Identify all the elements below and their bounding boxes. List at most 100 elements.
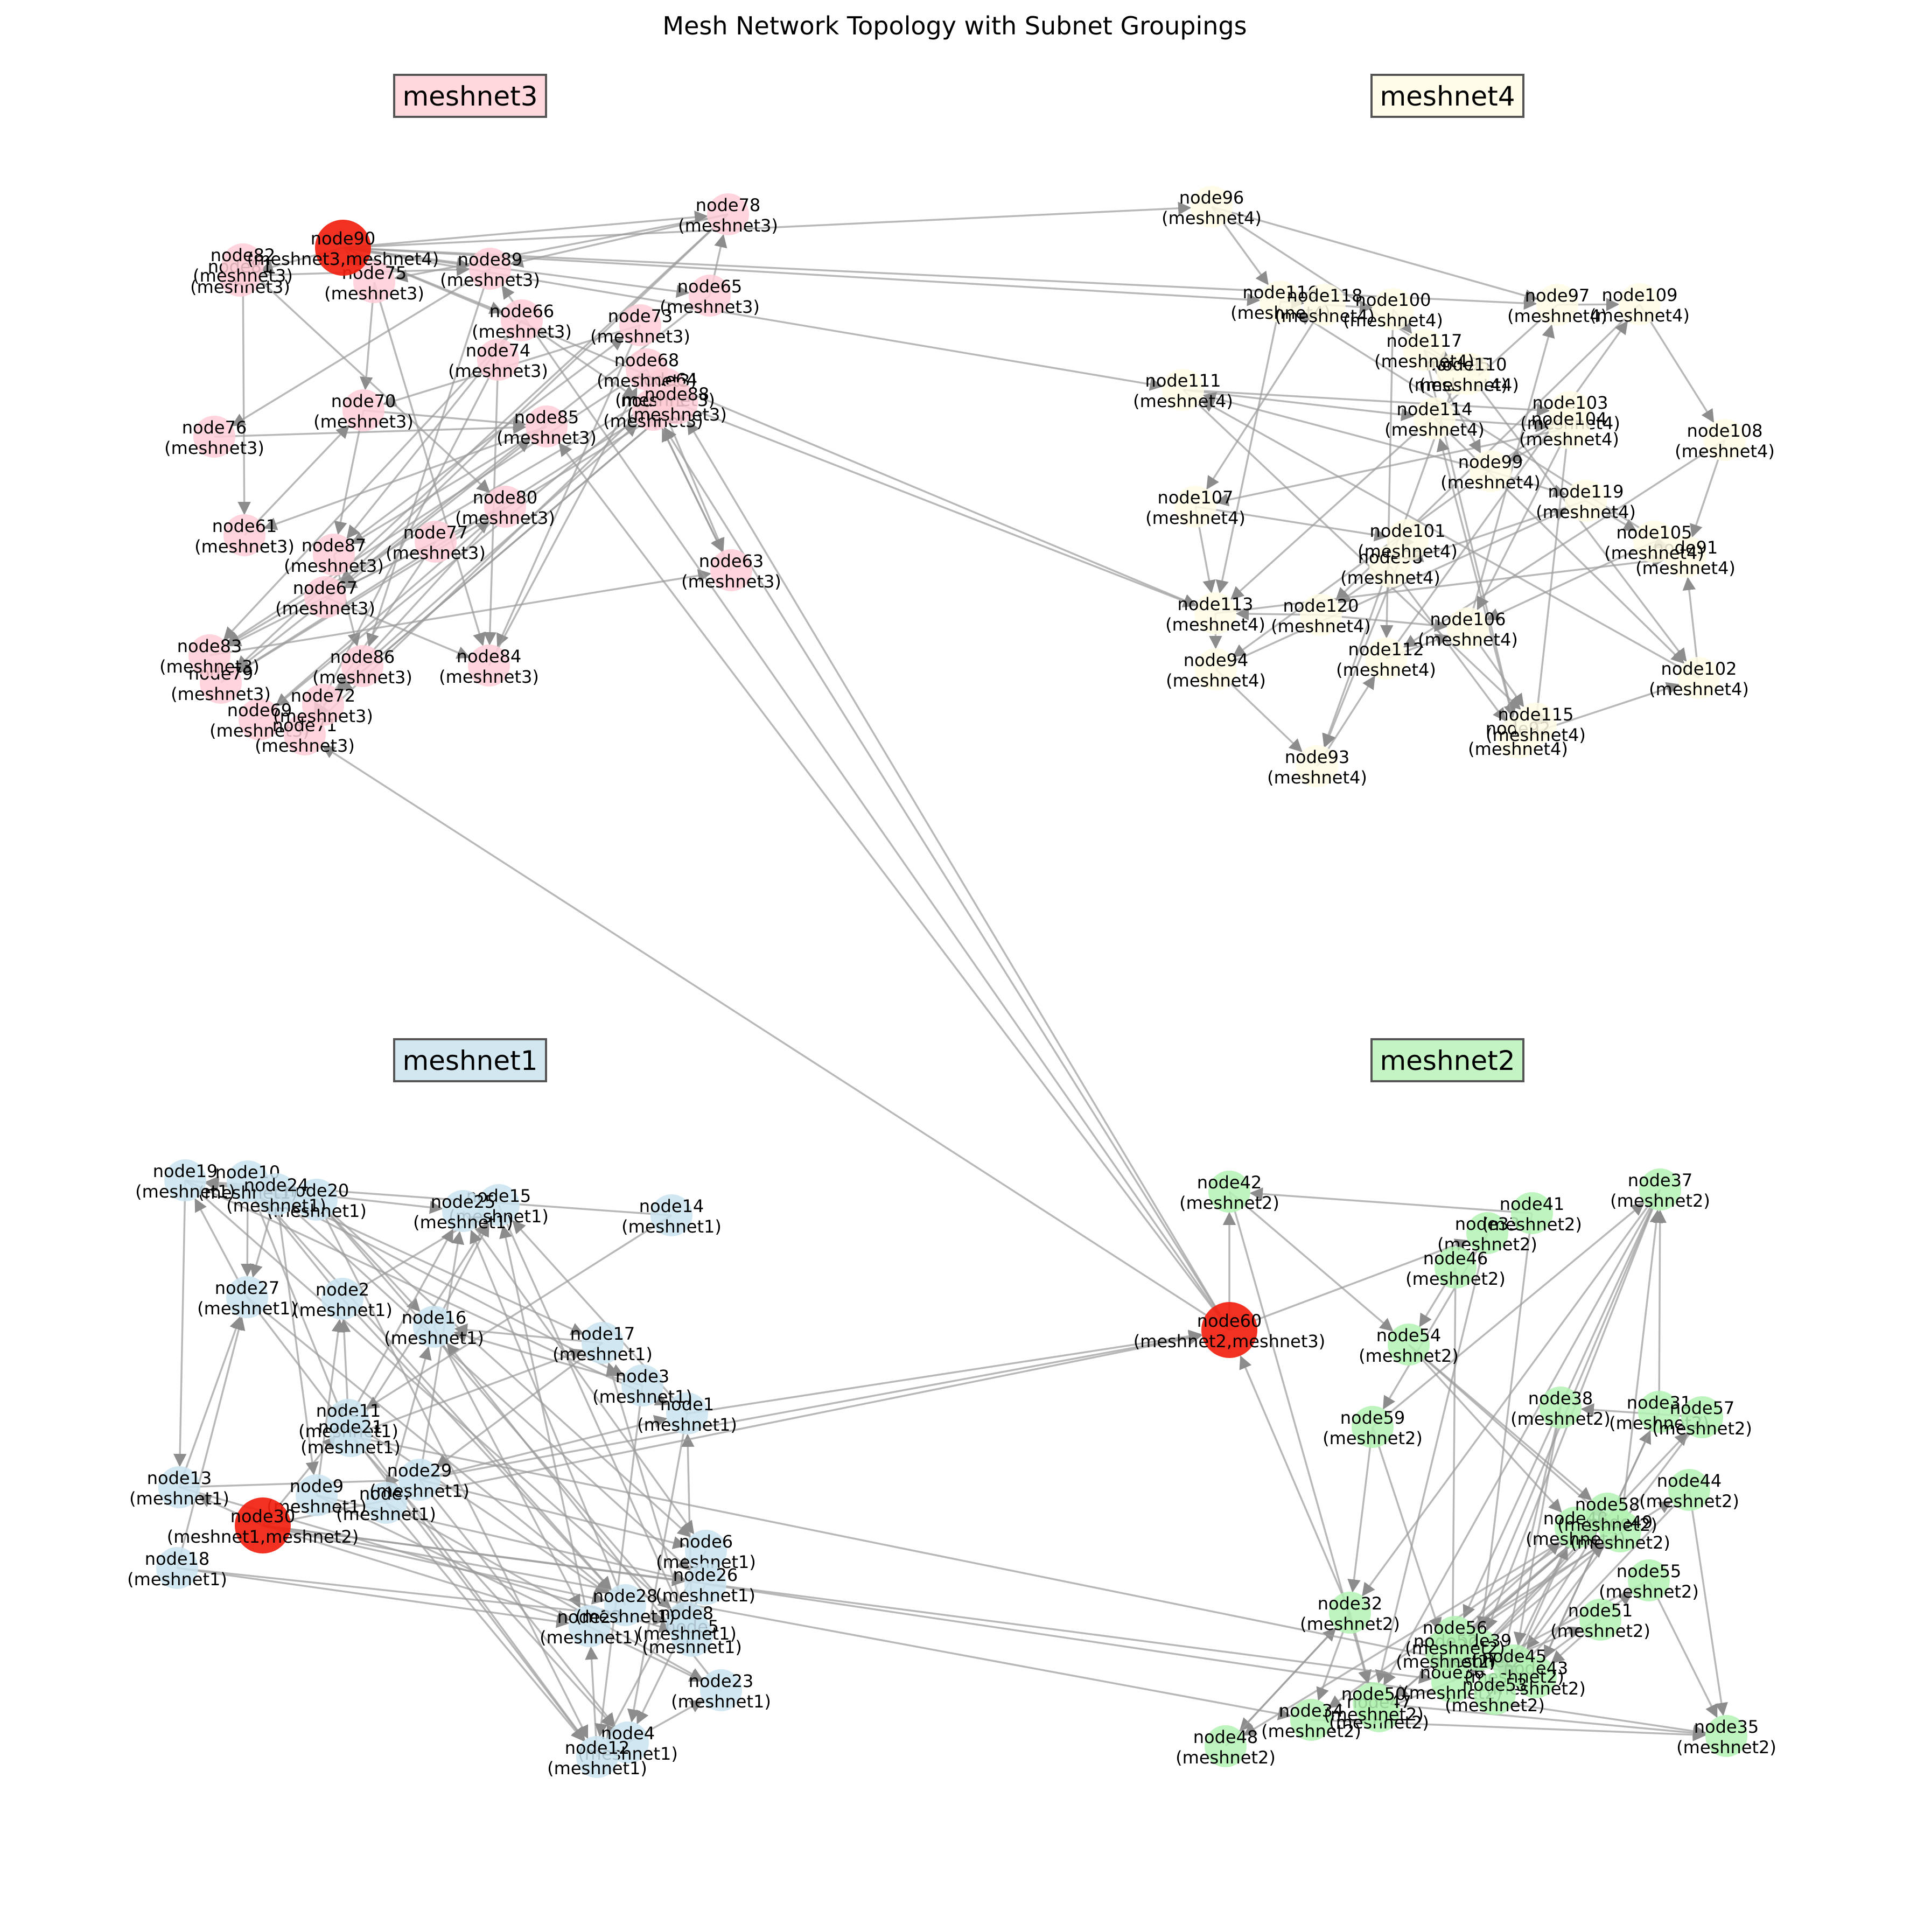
node-node77[interactable]: node77(meshnet3)	[386, 521, 486, 563]
node-node113[interactable]: node113(meshnet4)	[1165, 592, 1265, 635]
node-node45[interactable]: node45(meshnet2)	[1464, 1644, 1564, 1687]
node-node46[interactable]: node46(meshnet2)	[1405, 1247, 1506, 1289]
node-node56[interactable]: node56(meshnet2)	[1405, 1616, 1505, 1658]
node-node37[interactable]: node37(meshnet2)	[1610, 1168, 1710, 1211]
node-node34[interactable]: node34(meshnet2)	[1261, 1699, 1361, 1741]
node-node53[interactable]: node53(meshnet2)	[1445, 1673, 1545, 1716]
node-node24[interactable]: node24(meshnet1)	[226, 1173, 326, 1216]
node-node54[interactable]: node54(meshnet2)	[1359, 1324, 1459, 1366]
node-node99[interactable]: node99(meshnet4)	[1440, 450, 1541, 493]
node-node19[interactable]: node19(meshnet1)	[135, 1159, 235, 1202]
node-node32[interactable]: node32(meshnet2)	[1300, 1592, 1400, 1634]
node-node1[interactable]: node1(meshnet1)	[637, 1392, 737, 1435]
node-circle	[353, 261, 395, 303]
node-node119[interactable]: node119(meshnet4)	[1536, 480, 1636, 522]
node-node108[interactable]: node108(meshnet4)	[1675, 419, 1775, 461]
node-node27[interactable]: node27(meshnet1)	[197, 1276, 297, 1319]
node-node41[interactable]: node41(meshnet2)	[1482, 1192, 1582, 1235]
node-node70[interactable]: node70(meshnet3)	[313, 389, 414, 432]
node-node109[interactable]: node109(meshnet4)	[1590, 283, 1690, 326]
node-node72[interactable]: node72(meshnet3)	[273, 684, 373, 726]
node-node105[interactable]: node105(meshnet4)	[1604, 521, 1704, 563]
node-node111[interactable]: node111(meshnet4)	[1133, 369, 1233, 411]
node-label: node85	[514, 407, 579, 428]
node-node101[interactable]: node101(meshnet4)	[1358, 519, 1458, 562]
node-node94[interactable]: node94(meshnet4)	[1166, 648, 1266, 691]
node-node102[interactable]: node102(meshnet4)	[1649, 657, 1749, 699]
node-node13[interactable]: node13(meshnet1)	[129, 1466, 229, 1509]
node-node61[interactable]: node61(meshnet3)	[194, 514, 295, 557]
node-node117[interactable]: node117(meshnet4)	[1374, 329, 1474, 372]
node-node90[interactable]: node90(meshnet3,meshnet4)	[247, 220, 439, 276]
node-circle	[365, 1482, 407, 1524]
node-node3[interactable]: node3(meshnet1)	[592, 1364, 692, 1407]
node-node38[interactable]: node38(meshnet2)	[1510, 1387, 1611, 1429]
node-node97[interactable]: node97(meshnet4)	[1507, 284, 1607, 326]
node-node66[interactable]: node66(meshnet3)	[472, 299, 572, 342]
node-circle	[469, 248, 511, 290]
node-node71[interactable]: node71(meshnet3)	[255, 713, 355, 756]
node-node74[interactable]: node74(meshnet3)	[448, 339, 548, 381]
node-node16[interactable]: node16(meshnet1)	[384, 1306, 484, 1348]
node-node30[interactable]: node30(meshnet1,meshnet2)	[167, 1497, 359, 1553]
node-node35[interactable]: node35(meshnet2)	[1676, 1715, 1776, 1758]
node-node78[interactable]: node78(meshnet3)	[678, 193, 778, 236]
node-node120[interactable]: node120(meshnet4)	[1271, 594, 1371, 636]
node-node83[interactable]: node83(meshnet3)	[159, 634, 260, 677]
node-node65[interactable]: node65(meshnet3)	[660, 275, 760, 317]
node-node14[interactable]: node14(meshnet1)	[621, 1194, 722, 1237]
node-node106[interactable]: node106(meshnet4)	[1418, 607, 1518, 650]
node-node33[interactable]: node33(meshnet2)	[1437, 1212, 1537, 1255]
node-node104[interactable]: node104(meshnet4)	[1519, 407, 1619, 450]
node-node88[interactable]: node88(meshnet3)	[627, 382, 727, 425]
node-node23[interactable]: node23(meshnet1)	[671, 1669, 771, 1712]
node-node84[interactable]: node84(meshnet3)	[439, 645, 539, 687]
node-node8[interactable]: node8(meshnet1)	[636, 1601, 737, 1644]
node-node55[interactable]: node55(meshnet2)	[1599, 1559, 1699, 1602]
node-node87[interactable]: node87(meshnet3)	[284, 534, 384, 576]
node-node60[interactable]: node60(meshnet2,meshnet3)	[1134, 1302, 1326, 1358]
node-node59[interactable]: node59(meshnet2)	[1323, 1406, 1423, 1448]
node-node42[interactable]: node42(meshnet2)	[1179, 1171, 1279, 1213]
node-node25[interactable]: node25(meshnet1)	[413, 1190, 513, 1233]
node-node110[interactable]: node110(meshnet4)	[1419, 353, 1519, 395]
node-node21[interactable]: node21(meshnet1)	[300, 1415, 401, 1458]
node-node115[interactable]: node115(meshnet4)	[1486, 703, 1586, 745]
node-node67[interactable]: node67(meshnet3)	[275, 576, 375, 619]
node-node28[interactable]: node28(meshnet1)	[575, 1584, 675, 1627]
node-node26[interactable]: node26(meshnet1)	[655, 1563, 755, 1606]
node-node22[interactable]: node22(meshnet1)	[540, 1605, 640, 1648]
node-node63[interactable]: node63(meshnet3)	[681, 549, 781, 592]
node-node29[interactable]: node29(meshnet1)	[369, 1459, 470, 1501]
node-node118[interactable]: node118(meshnet4)	[1275, 284, 1375, 326]
edge-node7-node23	[386, 1502, 704, 1681]
node-node50[interactable]: node50(meshnet2)	[1324, 1682, 1424, 1725]
node-node12[interactable]: node12(meshnet1)	[547, 1736, 647, 1779]
node-node44[interactable]: node44(meshnet2)	[1639, 1469, 1739, 1511]
node-node76[interactable]: node76(meshnet3)	[164, 416, 264, 458]
node-circle	[707, 193, 749, 235]
node-node48[interactable]: node48(meshnet2)	[1176, 1725, 1276, 1768]
node-node93[interactable]: node93(meshnet4)	[1267, 745, 1367, 788]
node-node57[interactable]: node57(meshnet2)	[1652, 1396, 1752, 1439]
node-node92[interactable]: node92(meshnet4)	[1468, 717, 1568, 759]
node-node100[interactable]: node100(meshnet4)	[1343, 288, 1443, 331]
node-node73[interactable]: node73(meshnet3)	[590, 304, 690, 347]
edge-node44-node35	[1688, 1489, 1728, 1716]
node-node89[interactable]: node89(meshnet3)	[440, 248, 540, 290]
node-node51[interactable]: node51(meshnet2)	[1550, 1599, 1650, 1641]
node-node18[interactable]: node18(meshnet1)	[127, 1547, 227, 1590]
node-node107[interactable]: node107(meshnet4)	[1145, 486, 1246, 528]
node-node112[interactable]: node112(meshnet4)	[1336, 638, 1436, 680]
node-node17[interactable]: node17(meshnet1)	[552, 1322, 653, 1364]
node-node2[interactable]: node2(meshnet1)	[292, 1278, 393, 1320]
node-node86[interactable]: node86(meshnet3)	[312, 645, 412, 688]
node-node80[interactable]: node80(meshnet3)	[455, 486, 555, 528]
node-node58[interactable]: node58(meshnet2)	[1557, 1493, 1657, 1535]
node-node98[interactable]: node98(meshnet4)	[1340, 545, 1440, 588]
node-node96[interactable]: node96(meshnet4)	[1162, 186, 1262, 228]
node-node82[interactable]: node82(meshnet3)	[193, 243, 293, 286]
node-node9[interactable]: node9(meshnet1)	[267, 1474, 367, 1517]
node-node114[interactable]: node114(meshnet4)	[1384, 397, 1485, 440]
node-node85[interactable]: node85(meshnet3)	[496, 405, 597, 448]
